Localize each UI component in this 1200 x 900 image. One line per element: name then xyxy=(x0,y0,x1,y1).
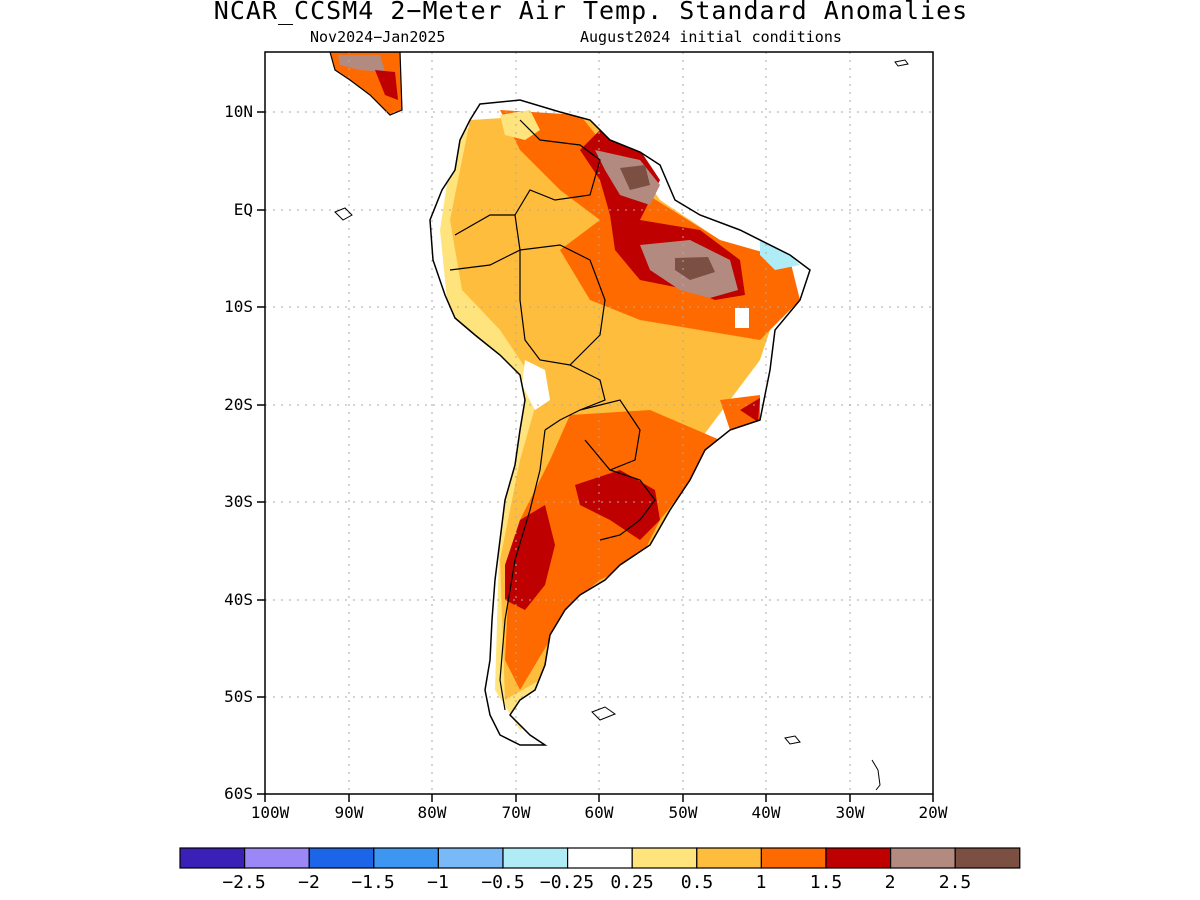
lon-label: 70W xyxy=(501,803,531,822)
colorbar-label: −2 xyxy=(298,872,320,893)
colorbar-label: 0.25 xyxy=(610,872,654,893)
lat-label: 50S xyxy=(224,687,253,706)
colorbar-swatch xyxy=(631,847,698,869)
colorbar-swatch xyxy=(179,847,246,869)
colorbar-swatch xyxy=(502,847,569,869)
forecast-period: Nov2024−Jan2025 xyxy=(310,28,446,46)
colorbar-swatch xyxy=(308,847,375,869)
colorbar-label: −0.5 xyxy=(481,872,525,893)
colorbar-label: 2.5 xyxy=(938,872,972,893)
colorbar-label: −2.5 xyxy=(222,872,266,893)
lon-label: 50W xyxy=(668,803,698,822)
lon-label: 100W xyxy=(250,803,290,822)
colorbar-label: −0.25 xyxy=(539,872,595,893)
lat-label: EQ xyxy=(233,200,253,219)
colorbar-swatch xyxy=(244,847,310,869)
country-borders xyxy=(449,119,656,711)
lat-label: 30S xyxy=(224,492,253,511)
lon-label: 60W xyxy=(584,803,614,822)
lon-label: 20W xyxy=(918,803,948,822)
colorbar-label: 0.5 xyxy=(680,872,714,893)
colorbar-swatch xyxy=(566,847,633,869)
coastline xyxy=(429,99,811,746)
colorbar-swatch xyxy=(954,847,1021,869)
islands xyxy=(334,59,909,791)
lat-label: 10N xyxy=(224,102,253,121)
lon-label: 40W xyxy=(751,803,781,822)
colorbar xyxy=(179,847,1021,869)
lat-label: 20S xyxy=(224,395,253,414)
initial-conditions: August2024 initial conditions xyxy=(580,28,842,46)
colorbar-label: 2 xyxy=(884,872,896,893)
lat-label: 60S xyxy=(224,784,253,803)
lon-label: 30W xyxy=(835,803,865,822)
map-title: NCAR_CCSM4 2−Meter Air Temp. Standard An… xyxy=(213,0,969,25)
central-america xyxy=(329,52,403,116)
colorbar-label: −1.5 xyxy=(351,872,395,893)
colorbar-label: 1.5 xyxy=(809,872,843,893)
tick-marks xyxy=(257,111,934,802)
lon-label: 80W xyxy=(417,803,447,822)
colorbar-swatch xyxy=(437,847,504,869)
lat-label: 10S xyxy=(224,297,253,316)
colorbar-swatch xyxy=(760,847,827,869)
colorbar-swatch xyxy=(825,847,892,869)
lon-label: 90W xyxy=(334,803,364,822)
colorbar-label: 1 xyxy=(755,872,767,893)
lat-label: 40S xyxy=(224,590,253,609)
colorbar-swatch xyxy=(696,847,762,869)
colorbar-swatch xyxy=(373,847,439,869)
colorbar-swatch xyxy=(889,847,956,869)
colorbar-label: −1 xyxy=(427,872,449,893)
